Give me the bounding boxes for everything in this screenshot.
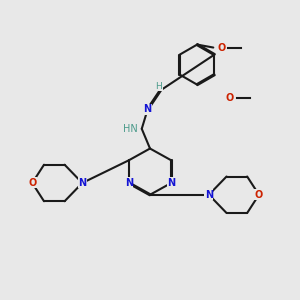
Text: N: N (205, 190, 213, 200)
Text: N: N (78, 178, 86, 188)
Text: N: N (125, 178, 133, 188)
Text: O: O (28, 178, 36, 188)
Text: O: O (218, 43, 226, 52)
Text: O: O (255, 190, 263, 200)
Text: H: H (155, 82, 162, 91)
Text: HN: HN (124, 124, 138, 134)
Text: O: O (225, 94, 234, 103)
Text: N: N (167, 178, 175, 188)
Text: N: N (144, 104, 152, 114)
